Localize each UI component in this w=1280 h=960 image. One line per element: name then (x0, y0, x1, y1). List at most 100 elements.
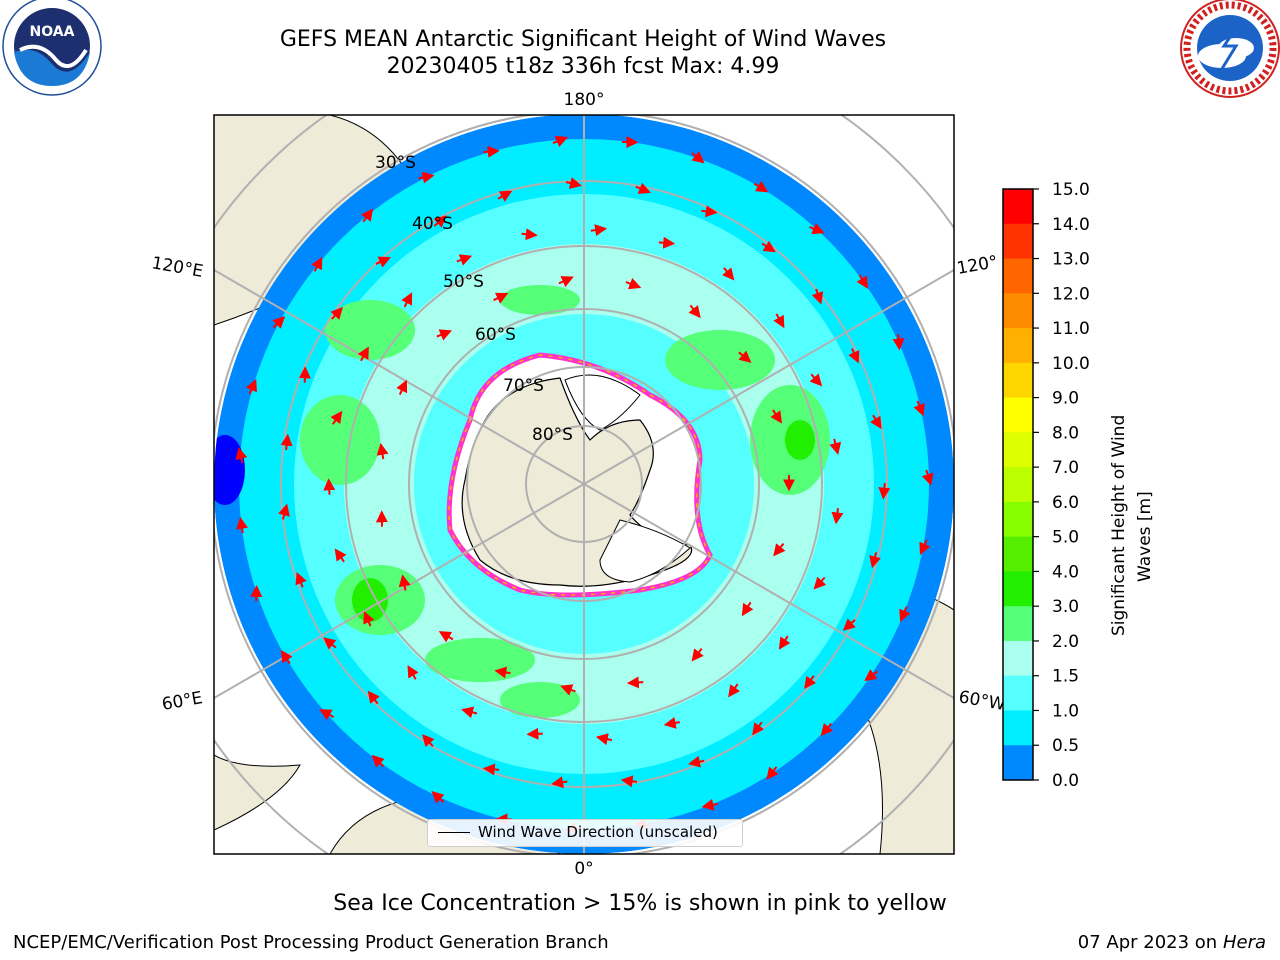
colorbar-segment (1003, 710, 1033, 746)
wave-direction-arrow (401, 292, 413, 308)
wave-direction-arrow (913, 400, 925, 417)
wave-direction-arrow (778, 635, 791, 650)
wave-direction-arrow (551, 776, 568, 789)
colorbar-segment (1003, 328, 1033, 364)
wave-direction-arrow (869, 552, 881, 569)
lat-label-70s: 70°S (503, 376, 544, 396)
svg-text:NOAA: NOAA (30, 24, 75, 40)
colorbar-tick-label: 0.0 (1052, 771, 1079, 791)
colorbar-segment (1003, 189, 1033, 225)
colorbar-tick-label: 6.0 (1052, 493, 1079, 513)
wave-direction-arrow (663, 716, 680, 729)
lat-label-30s: 30°S (375, 153, 416, 173)
colorbar-tick-label: 8.0 (1052, 423, 1079, 443)
wave-direction-arrow (804, 675, 817, 690)
footer-credit: NCEP/EMC/Verification Post Processing Pr… (13, 932, 609, 953)
lon-label-upper-right: 120° (955, 252, 999, 279)
wave-direction-arrow (438, 631, 454, 643)
wave-direction-arrow (626, 676, 644, 689)
colorbar-tick-label: 11.0 (1052, 319, 1090, 339)
wave-direction-arrow (357, 346, 369, 362)
wave-direction-arrow (701, 205, 718, 218)
colorbar-segment (1003, 606, 1033, 642)
colorbar: 15.0 14.0 13.0 12.0 11.0 10.0 9.0 8.0 7.0 6.0 5.0 4… (1002, 180, 1090, 791)
wave-direction-arrow (330, 410, 343, 425)
wave-direction-arrow (396, 379, 408, 396)
colorbar-border (1002, 188, 1034, 781)
wave-direction-arrow (461, 706, 478, 719)
wave-direction-arrow (620, 775, 638, 788)
lon-label-lower-left: 60°E (160, 688, 204, 715)
graticule (214, 115, 954, 854)
wave-direction-arrow (831, 507, 844, 525)
footer-host: Hera (1222, 932, 1266, 953)
wave-direction-arrow (595, 733, 613, 746)
wave-direction-arrow (398, 574, 411, 591)
wave-direction-arrow (921, 469, 934, 486)
wave-direction-arrow (407, 665, 419, 680)
wave-direction-arrow (236, 516, 248, 534)
wave-direction-arrow (752, 721, 765, 736)
map-content (214, 115, 954, 854)
wave-direction-arrow (621, 136, 639, 149)
wave-direction-arrow (376, 442, 389, 460)
wave-direction-arrow (813, 576, 827, 590)
wave-direction-arrow (422, 734, 435, 748)
ross-ice-shelf (599, 519, 691, 583)
colorbar-tick-label: 4.0 (1052, 562, 1079, 582)
wave-direction-arrow (565, 177, 582, 189)
colorbar-segment (1003, 258, 1033, 294)
colorbar-tick-label: 14.0 (1052, 215, 1090, 235)
wave-direction-arrow (625, 278, 642, 290)
wave-direction-arrow (363, 611, 375, 627)
colorbar-label-line-1: Significant Height of Wind (1109, 415, 1129, 636)
wave-direction-arrow (558, 276, 574, 288)
wave-direction-arrow (773, 542, 786, 557)
wave-direction-arrow (433, 215, 447, 228)
wave-direction-arrow (483, 145, 500, 158)
wave-direction-arrow (870, 414, 882, 430)
lon-label-lower-right: 60°W (957, 687, 1007, 715)
wave-direction-arrow (298, 366, 311, 383)
wave-direction-arrow (295, 571, 307, 588)
wave-direction-arrow (848, 348, 860, 364)
colorbar-segment (1003, 675, 1033, 711)
lat-label-80s: 80°S (532, 425, 573, 445)
wave-direction-arrow (334, 548, 347, 563)
wave-direction-arrow (829, 438, 842, 455)
wave-direction-arrow (766, 766, 779, 780)
wave-direction-arrow (919, 539, 931, 556)
lat-label-50s: 50°S (443, 272, 484, 292)
wave-direction-arrow (311, 256, 323, 272)
colorbar-tick-label: 15.0 (1052, 180, 1090, 200)
noaa-logo: NOAA (2, 0, 102, 96)
wave-direction-arrow (494, 666, 511, 679)
wave-direction-arrow (493, 292, 509, 304)
wave-direction-arrow (552, 135, 569, 148)
footer-date: 07 Apr 2023 on Hera (1078, 932, 1266, 953)
footer-date-text: 07 Apr 2023 on (1077, 932, 1223, 953)
wave-direction-arrow (809, 373, 823, 387)
wave-direction-arrow (722, 267, 735, 281)
wave-direction-arrow (688, 304, 701, 319)
lat-label-60s: 60°S (475, 325, 516, 345)
wave-direction-arrow (899, 606, 911, 623)
wave-direction-arrow (280, 649, 293, 665)
map-border (213, 114, 955, 855)
wave-direction-arrow (456, 254, 473, 266)
wave-direction-arrow (728, 683, 741, 698)
wave-direction-arrow (323, 637, 337, 650)
wave-direction-arrow (658, 236, 676, 249)
colorbar-segment (1003, 397, 1033, 433)
colorbar-tick-label: 13.0 (1052, 250, 1090, 270)
wave-direction-arrow (761, 240, 776, 253)
colorbar-segment (1003, 432, 1033, 468)
colorbar-segment (1003, 571, 1033, 607)
colorbar-segment (1003, 745, 1033, 781)
colorbar-segment (1003, 293, 1033, 329)
wave-direction-arrow (738, 350, 752, 363)
colorbar-tick-label: 12.0 (1052, 284, 1090, 304)
wave-direction-arrow (820, 722, 834, 737)
wave-direction-arrow (323, 478, 336, 495)
lon-label-top: 180° (564, 90, 605, 110)
